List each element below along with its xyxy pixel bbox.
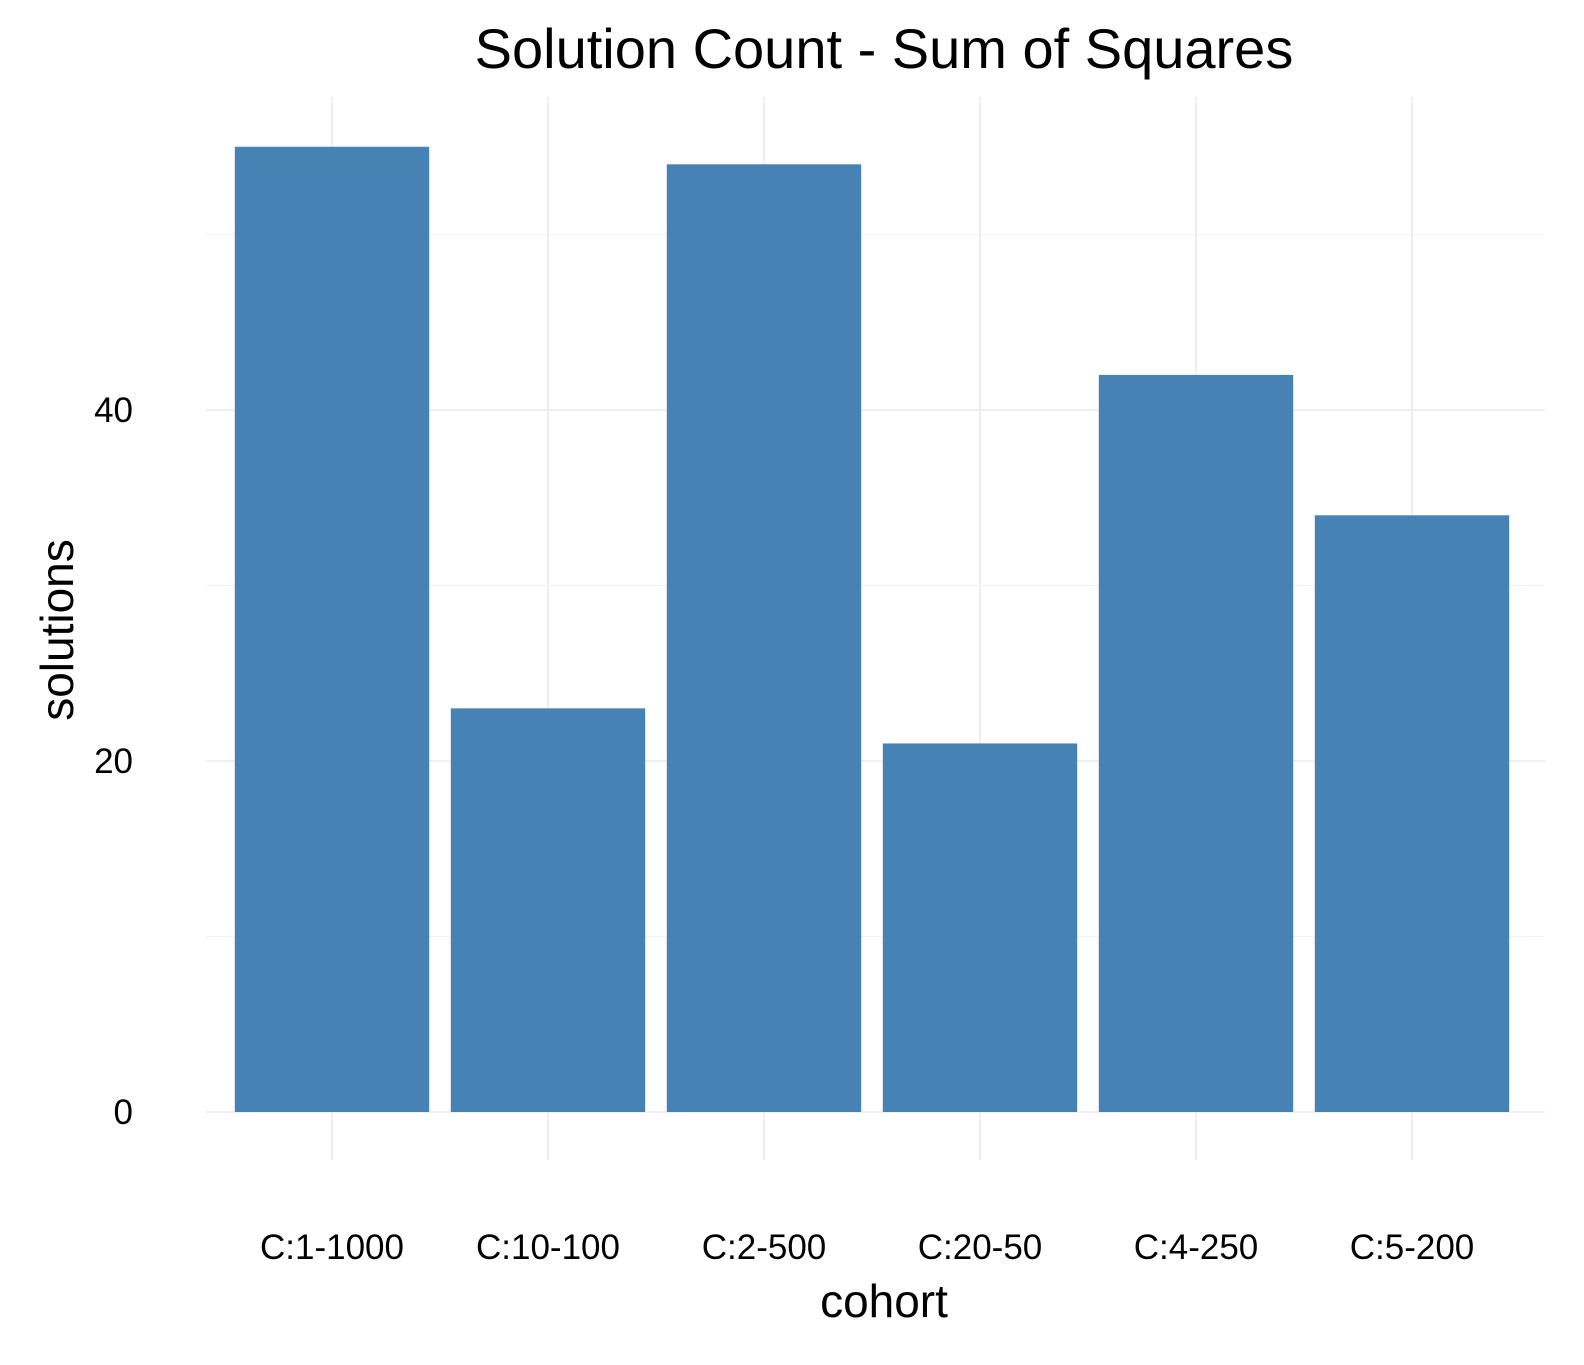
y-tick-label: 0 xyxy=(114,1093,133,1132)
bar xyxy=(666,164,862,1113)
y-tick-labels: 0 20 40 xyxy=(94,391,133,1132)
bar xyxy=(882,743,1078,1112)
bar xyxy=(450,708,646,1112)
y-tick-label: 40 xyxy=(94,391,133,430)
bar xyxy=(1098,374,1294,1112)
x-tick-label: C:10-100 xyxy=(476,1228,620,1267)
x-tick-label: C:5-200 xyxy=(1350,1228,1475,1267)
bar xyxy=(1314,515,1510,1112)
chart-title: Solution Count - Sum of Squares xyxy=(475,17,1294,80)
x-tick-labels: C:1-1000 C:10-100 C:2-500 C:20-50 C:4-250 C:5… xyxy=(260,1228,1474,1267)
bar xyxy=(234,146,430,1112)
y-tick-label: 20 xyxy=(94,742,133,781)
x-tick-label: C:4-250 xyxy=(1134,1228,1259,1267)
y-axis-title: solutions xyxy=(31,539,83,721)
bars-layer xyxy=(234,146,1510,1113)
x-tick-label: C:2-500 xyxy=(702,1228,827,1267)
x-axis-title: cohort xyxy=(820,1275,948,1327)
x-tick-label: C:20-50 xyxy=(918,1228,1043,1267)
x-tick-label: C:1-1000 xyxy=(260,1228,404,1267)
